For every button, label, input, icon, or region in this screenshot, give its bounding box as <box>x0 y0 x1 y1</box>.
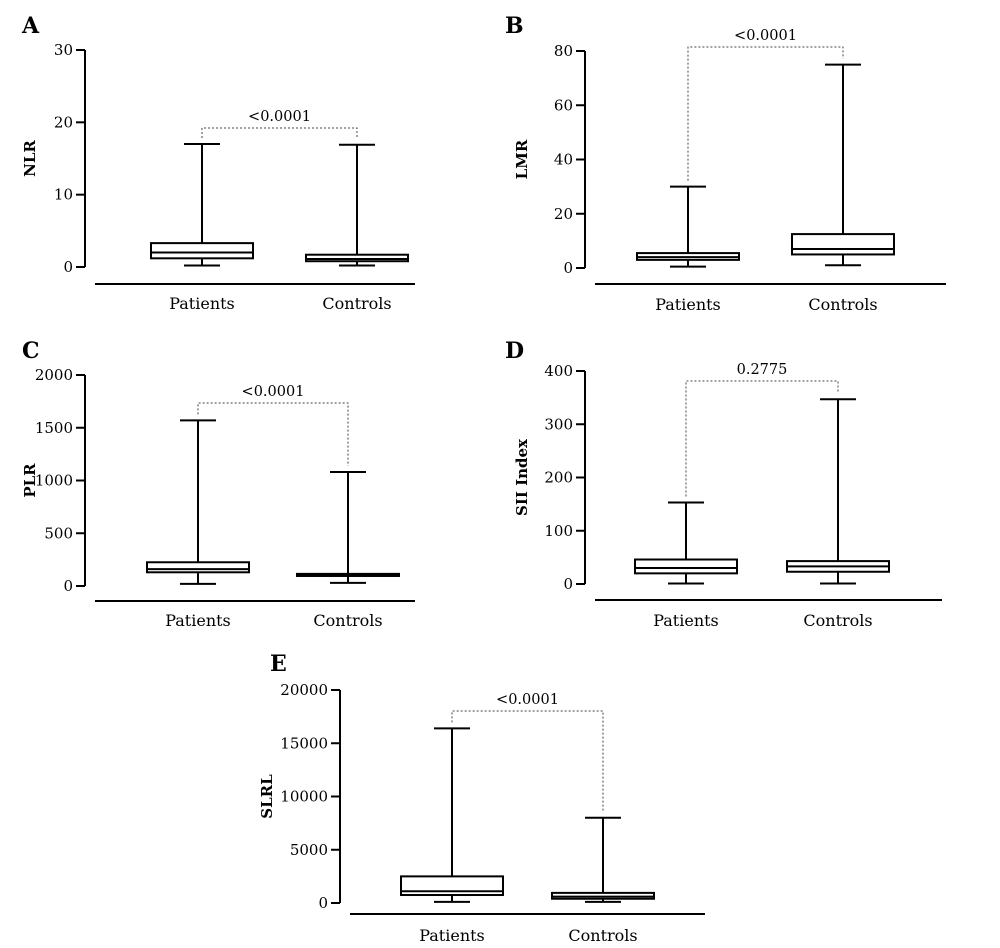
box-controls <box>791 63 895 267</box>
significance-bracket <box>687 46 844 181</box>
y-axis-label: LMR <box>513 139 531 179</box>
p-value-label: <0.0001 <box>248 109 311 125</box>
panel-b: B LMR 0 20 40 60 80 Patients Controls <0.0001 <box>505 13 946 314</box>
y-tick-label: 60 <box>554 96 573 114</box>
x-category-label: Patients <box>419 926 485 945</box>
significance-bracket <box>685 380 839 497</box>
box-patients <box>146 419 250 585</box>
y-tick-label: 0 <box>63 577 73 595</box>
x-category-label: Controls <box>313 611 382 630</box>
x-category-label: Patients <box>655 295 721 314</box>
y-tick-label: 30 <box>54 41 73 59</box>
x-category-label: Patients <box>653 611 719 630</box>
x-category-label: Controls <box>568 926 637 945</box>
iqr-box <box>634 558 738 575</box>
box-patients <box>400 727 504 903</box>
p-value-label: <0.0001 <box>242 384 305 400</box>
x-category-label: Controls <box>803 611 872 630</box>
y-tick-label: 0 <box>63 258 73 276</box>
panel-c: C PLR 0 500 1000 1500 2000 Patients Controls <0.0… <box>21 338 415 630</box>
box-controls <box>786 398 890 585</box>
y-tick-label: 20 <box>54 113 73 131</box>
y-tick-label: 0 <box>563 575 573 593</box>
y-tick-label: 2000 <box>35 366 73 384</box>
y-tick-label: 500 <box>44 524 73 542</box>
significance-bracket <box>451 710 604 812</box>
y-tick-label: 5000 <box>290 841 328 859</box>
y-axis-label: PLR <box>21 463 39 498</box>
p-value-label: <0.0001 <box>734 28 797 44</box>
significance-bracket <box>197 402 349 467</box>
box-patients <box>634 501 738 585</box>
y-tick-label: 1000 <box>35 472 73 490</box>
iqr-box <box>146 561 250 574</box>
y-tick-label: 80 <box>554 42 573 60</box>
panel-letter: C <box>22 338 40 364</box>
panel-e: E SLRL 0 5000 10000 15000 20000 Patients Control… <box>258 651 705 945</box>
y-tick-label: 100 <box>544 522 573 540</box>
box-controls <box>551 816 655 903</box>
box-controls <box>305 143 409 267</box>
panel-letter: B <box>505 13 524 39</box>
y-axis-label: NLR <box>21 140 39 177</box>
box-patients <box>636 185 740 268</box>
y-tick-label: 400 <box>544 362 573 380</box>
panel-a: A NLR 0 10 20 30 Patients Controls <0.0001 <box>21 13 415 313</box>
panel-letter: E <box>270 651 287 677</box>
x-category-label: Controls <box>808 295 877 314</box>
y-tick-label: 10000 <box>280 788 328 806</box>
y-tick-label: 300 <box>544 415 573 433</box>
y-tick-label: 20000 <box>280 681 328 699</box>
y-tick-label: 10 <box>54 186 73 204</box>
y-tick-label: 200 <box>544 469 573 487</box>
iqr-box <box>150 242 254 260</box>
x-category-label: Patients <box>165 611 231 630</box>
panel-letter: D <box>505 338 524 364</box>
y-axis-label: SLRL <box>258 774 276 819</box>
y-axis-label: SII Index <box>513 438 531 516</box>
y-tick-label: 20 <box>554 205 573 223</box>
y-tick-label: 0 <box>563 259 573 277</box>
x-category-label: Patients <box>169 294 235 313</box>
panel-letter: A <box>21 13 40 39</box>
y-tick-label: 1500 <box>35 419 73 437</box>
box-patients <box>150 143 254 267</box>
y-tick-label: 15000 <box>280 734 328 752</box>
iqr-box <box>305 253 409 263</box>
y-tick-label: 40 <box>554 151 573 169</box>
iqr-box <box>791 233 895 256</box>
significance-bracket <box>201 127 358 139</box>
box-controls <box>296 471 400 584</box>
panel-d: D SII Index 0 100 200 300 400 Patients Controls 0… <box>505 338 942 630</box>
y-tick-label: 0 <box>318 894 328 912</box>
x-category-label: Controls <box>322 294 391 313</box>
p-value-label: 0.2775 <box>737 362 788 378</box>
p-value-label: <0.0001 <box>496 692 559 708</box>
